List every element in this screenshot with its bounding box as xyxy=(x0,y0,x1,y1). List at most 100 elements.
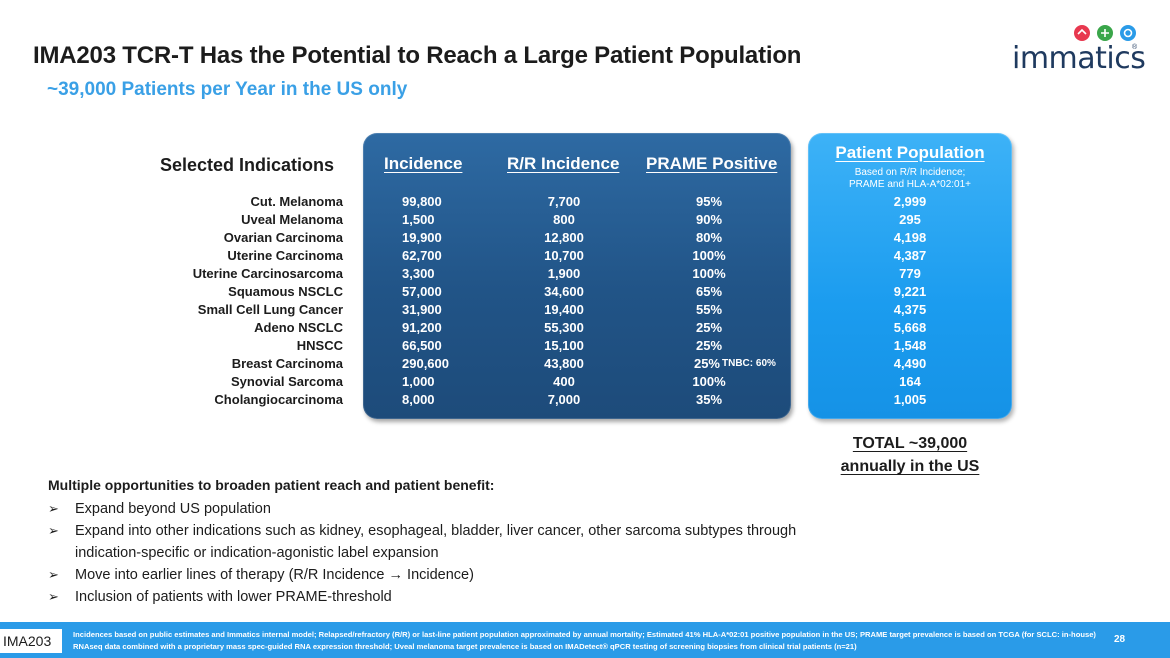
rr-incidence-value: 19,400 xyxy=(544,302,584,317)
indication-name: Uterine Carcinosarcoma xyxy=(192,266,343,281)
prame-positive-value: 80% xyxy=(695,230,723,245)
list-item: ➢ Inclusion of patients with lower PRAME-… xyxy=(48,586,838,608)
column-header-incidence: Incidence xyxy=(384,154,463,173)
prame-positive-value: 65% xyxy=(695,284,723,299)
rr-incidence-value: 800 xyxy=(553,212,575,227)
table-row: Cut. Melanoma 99,800 7,700 95% 2,999 xyxy=(0,193,1170,211)
indication-name: Cut. Melanoma xyxy=(250,194,343,209)
incidence-value: 3,300 xyxy=(402,266,435,281)
patient-population-panel xyxy=(808,133,1012,419)
patient-population-value: 9,221 xyxy=(893,284,927,299)
rr-incidence-value: 34,600 xyxy=(544,284,584,299)
patient-population-subheader: Based on R/R Incidence; PRAME and HLA-A*… xyxy=(848,167,971,190)
prame-positive-value: 100% xyxy=(692,374,726,389)
footer-footnote: Incidences based on public estimates and… xyxy=(73,630,1096,651)
table-row: HNSCC 66,500 15,100 25% 1,548 xyxy=(0,337,1170,355)
list-item-text: Expand into other indications such as ki… xyxy=(75,523,797,561)
table-row: Cholangiocarcinoma 8,000 7,000 35% 1,005 xyxy=(0,391,1170,409)
incidence-value: 62,700 xyxy=(402,248,442,263)
patient-population-value: 5,668 xyxy=(893,320,927,335)
incidence-value: 19,900 xyxy=(402,230,442,245)
indication-name: Uterine Carcinoma xyxy=(227,248,343,263)
indication-table: Cut. Melanoma 99,800 7,700 95% 2,999 Uve… xyxy=(0,193,1170,409)
prame-positive-value: 25% xyxy=(693,356,720,371)
table-row: Small Cell Lung Cancer 31,900 19,400 55%… xyxy=(0,301,1170,319)
rr-incidence-value: 55,300 xyxy=(544,320,584,335)
prame-positive-value: 55% xyxy=(695,302,723,317)
incidence-value: 66,500 xyxy=(402,338,442,353)
opportunities-list: ➢ Expand beyond US population ➢ Expand int… xyxy=(48,498,838,608)
rr-incidence-value: 12,800 xyxy=(544,230,584,245)
incidence-value: 290,600 xyxy=(402,356,449,371)
column-header-patient-population: Patient Population xyxy=(835,143,985,162)
list-item-text: Expand beyond US population xyxy=(75,501,271,517)
table-row: Uterine Carcinosarcoma 3,300 1,900 100% … xyxy=(0,265,1170,283)
indication-name: Cholangiocarcinoma xyxy=(214,392,343,407)
logo-registered-mark: ® xyxy=(1132,44,1138,51)
rr-incidence-value: 10,700 xyxy=(544,248,584,263)
arrow-bullet-icon: ➢ xyxy=(48,567,59,582)
indication-name: Breast Carcinoma xyxy=(231,356,343,371)
table-row: Ovarian Carcinoma 19,900 12,800 80% 4,19… xyxy=(0,229,1170,247)
prame-positive-value: 100% xyxy=(692,266,726,281)
incidence-value: 57,000 xyxy=(402,284,442,299)
page-number: 28 xyxy=(1114,634,1126,645)
prame-positive-value: 35% xyxy=(695,392,723,407)
column-header-rr-incidence: R/R Incidence xyxy=(507,154,620,173)
logo-dots-icon xyxy=(1074,25,1136,41)
patient-population-value: 164 xyxy=(899,374,921,389)
table-row: Synovial Sarcoma 1,000 400 100% 164 xyxy=(0,373,1170,391)
patient-population-value: 295 xyxy=(899,212,921,227)
slide-subtitle: ~39,000 Patients per Year in the US only xyxy=(47,79,408,100)
table-row: Uterine Carcinoma 62,700 10,700 100% 4,3… xyxy=(0,247,1170,265)
data-panel xyxy=(363,133,791,419)
prame-positive-value: 95% xyxy=(695,194,723,209)
table-row: Uveal Melanoma 1,500 800 90% 295 xyxy=(0,211,1170,229)
prame-positive-value: 25% xyxy=(695,320,723,335)
arrow-bullet-icon: ➢ xyxy=(48,523,59,538)
arrow-bullet-icon: ➢ xyxy=(48,501,59,516)
indication-name: Uveal Melanoma xyxy=(241,212,343,227)
logo-wordmark: immatics xyxy=(1012,41,1146,76)
prame-positive-note: TNBC: 60% xyxy=(722,358,776,369)
rr-incidence-value: 1,900 xyxy=(547,266,581,281)
patient-population-value: 4,387 xyxy=(893,248,927,263)
column-header-prame-positive: PRAME Positive xyxy=(646,154,778,173)
row-header: Selected Indications xyxy=(160,155,335,175)
arrow-bullet-icon: ➢ xyxy=(48,589,59,604)
incidence-value: 91,200 xyxy=(402,320,442,335)
total-population: TOTAL ~39,000 annually in the US xyxy=(840,435,980,475)
patient-population-value: 779 xyxy=(899,266,921,281)
opportunities-heading: Multiple opportunities to broaden patien… xyxy=(48,477,495,493)
indication-name: Squamous NSCLC xyxy=(228,284,343,299)
patient-population-value: 4,490 xyxy=(893,356,927,371)
list-item: ➢ Expand beyond US population xyxy=(48,498,838,520)
rr-incidence-value: 7,000 xyxy=(547,392,581,407)
prame-positive-value: 25% xyxy=(695,338,723,353)
footer-bar: IMA203 Incidences based on public estima… xyxy=(0,622,1170,658)
indication-name: Synovial Sarcoma xyxy=(231,374,343,389)
table-row: Squamous NSCLC 57,000 34,600 65% 9,221 xyxy=(0,283,1170,301)
incidence-value: 1,500 xyxy=(402,212,435,227)
rr-incidence-value: 400 xyxy=(553,374,575,389)
list-item: ➢ Expand into other indications such as k… xyxy=(48,520,838,564)
patient-population-value: 1,005 xyxy=(893,392,927,407)
incidence-value: 99,800 xyxy=(402,194,442,209)
table-row: Adeno NSCLC 91,200 55,300 25% 5,668 xyxy=(0,319,1170,337)
slide-title: IMA203 TCR-T Has the Potential to Reach … xyxy=(33,42,802,69)
rr-incidence-value: 15,100 xyxy=(544,338,584,353)
prame-positive-value: 100% xyxy=(692,248,726,263)
patient-population-value: 2,999 xyxy=(893,194,927,209)
prame-positive-value: 90% xyxy=(695,212,723,227)
rr-incidence-value: 7,700 xyxy=(547,194,581,209)
patient-population-value: 1,548 xyxy=(893,338,927,353)
indication-name: HNSCC xyxy=(296,338,343,353)
patient-population-value: 4,198 xyxy=(893,230,927,245)
table-row: Breast Carcinoma 290,600 43,800 25% TNBC… xyxy=(0,355,1170,373)
immatics-logo: immatics ® xyxy=(1010,22,1146,74)
footer-tag: IMA203 xyxy=(0,629,62,653)
incidence-value: 8,000 xyxy=(402,392,435,407)
list-item: ➢ Move into earlier lines of therapy (R/R… xyxy=(48,564,838,586)
indication-name: Small Cell Lung Cancer xyxy=(197,302,343,317)
patient-population-value: 4,375 xyxy=(893,302,927,317)
